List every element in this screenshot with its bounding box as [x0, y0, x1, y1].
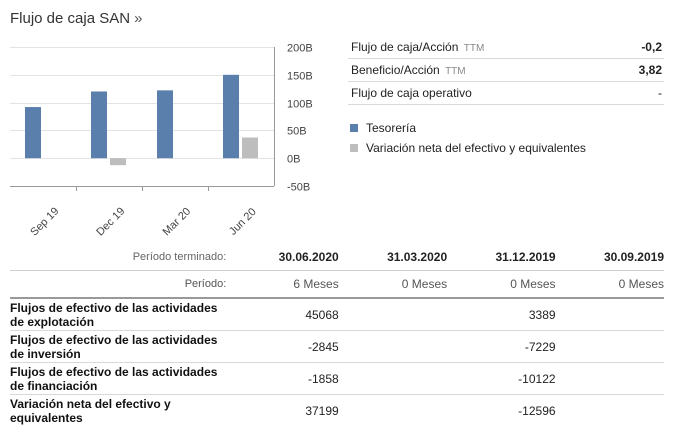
- legend-label: Variación neta del efectivo y equivalent…: [366, 141, 586, 155]
- cell-value: -2845: [230, 330, 339, 363]
- legend-swatch: [350, 124, 358, 132]
- cell-value: -7229: [447, 330, 556, 363]
- legend-swatch: [350, 144, 358, 152]
- period-date: 31.03.2020: [338, 243, 448, 271]
- row-label: Flujos de efectivo de las actividades de…: [10, 330, 231, 363]
- y-tick-label: 200B: [287, 43, 313, 55]
- table-row: Flujos de efectivo de las actividades de…: [10, 330, 664, 363]
- bar: [242, 137, 258, 159]
- cell-value: -10122: [447, 362, 556, 395]
- cell-value: 3389: [447, 298, 556, 331]
- cell-value: -1858: [230, 362, 339, 395]
- x-tick-label: Sep 19: [28, 205, 61, 236]
- cell-value: [556, 395, 664, 427]
- period-date: 31.12.2019: [447, 243, 556, 271]
- bar: [223, 74, 239, 159]
- x-tick-label: Jun 20: [227, 206, 259, 236]
- period-label: Período:: [10, 270, 231, 299]
- row-label: Flujos de efectivo de las actividades de…: [10, 298, 231, 331]
- metric-row: Flujo de caja operativo -: [348, 82, 664, 105]
- x-tick-label: Dec 19: [94, 205, 127, 236]
- cell-value: 45068: [230, 298, 339, 331]
- period-length: 6 Meses: [230, 270, 339, 299]
- bar: [157, 90, 173, 159]
- row-label: Flujos de efectivo de las actividades de…: [10, 362, 231, 395]
- table-row: Flujos de efectivo de las actividades de…: [10, 298, 664, 331]
- legend-label: Tesorería: [366, 121, 417, 135]
- metric-value: -0,2: [641, 40, 662, 54]
- metric-label: Flujo de caja operativo: [351, 86, 472, 100]
- page-title[interactable]: Flujo de caja SAN»: [10, 10, 142, 27]
- y-tick-label: -50B: [287, 182, 310, 194]
- cell-value: [555, 330, 664, 363]
- bar: [25, 107, 41, 159]
- metric-row: Beneficio/Acción TTM 3,82: [348, 59, 664, 82]
- period-end-label: Período terminado:: [10, 243, 231, 271]
- cell-value: [555, 298, 664, 331]
- table-row: Variación neta del efectivo y equivalent…: [10, 395, 664, 427]
- bar: [110, 158, 126, 166]
- metric-value: -: [658, 86, 662, 100]
- bar: [91, 91, 107, 159]
- chart-legend: Tesorería Variación neta del efectivo y …: [350, 118, 586, 158]
- table-row: Flujos de efectivo de las actividades de…: [10, 362, 664, 395]
- metric-label: Beneficio/Acción: [351, 63, 440, 77]
- cash-flow-chart: 200B 150B 100B 50B 0B -50B Sep 19 Dec 19 Mar 20 J…: [10, 43, 313, 236]
- cell-value: [339, 395, 447, 427]
- cash-flow-table: Período terminado: 30.06.2020 31.03.2020…: [10, 243, 664, 426]
- cell-value: 37199: [305, 403, 339, 418]
- y-tick-label: 100B: [287, 99, 313, 111]
- legend-item-tesoreria[interactable]: Tesorería: [350, 118, 586, 138]
- period-date: 30.06.2020: [230, 243, 339, 271]
- y-tick-label: 50B: [287, 126, 307, 138]
- period-length: 0 Meses: [555, 270, 664, 299]
- metric-suffix: TTM: [463, 43, 485, 54]
- chevron-right-icon: »: [134, 10, 143, 27]
- period-length: 0 Meses: [447, 270, 556, 299]
- y-tick-label: 150B: [287, 71, 313, 83]
- cell-value: -12596: [518, 403, 556, 418]
- period-end-row: Período terminado: 30.06.2020 31.03.2020…: [10, 243, 664, 271]
- period-length: 0 Meses: [338, 270, 448, 299]
- metric-label: Flujo de caja/Acción: [351, 40, 459, 54]
- metric-suffix: TTM: [445, 66, 466, 77]
- cell-value: [338, 298, 448, 331]
- metrics-panel: Flujo de caja/Acción TTM -0,2 Beneficio/…: [348, 36, 664, 105]
- period-length-row: Período: 6 Meses 0 Meses 0 Meses 0 Meses: [10, 270, 664, 299]
- y-tick-label: 0B: [287, 154, 300, 166]
- period-date: 30.09.2019: [555, 243, 664, 271]
- legend-item-variacion[interactable]: Variación neta del efectivo y equivalent…: [350, 138, 586, 158]
- metric-value: 3,82: [638, 63, 662, 77]
- cell-value: [338, 362, 448, 395]
- row-label: Variación neta del efectivo y equivalent…: [10, 396, 171, 425]
- cell-value: [338, 330, 448, 363]
- cell-value: [555, 362, 664, 395]
- x-tick-label: Mar 20: [161, 206, 194, 236]
- title-text: Flujo de caja SAN: [10, 10, 131, 27]
- metric-row: Flujo de caja/Acción TTM -0,2: [348, 36, 664, 59]
